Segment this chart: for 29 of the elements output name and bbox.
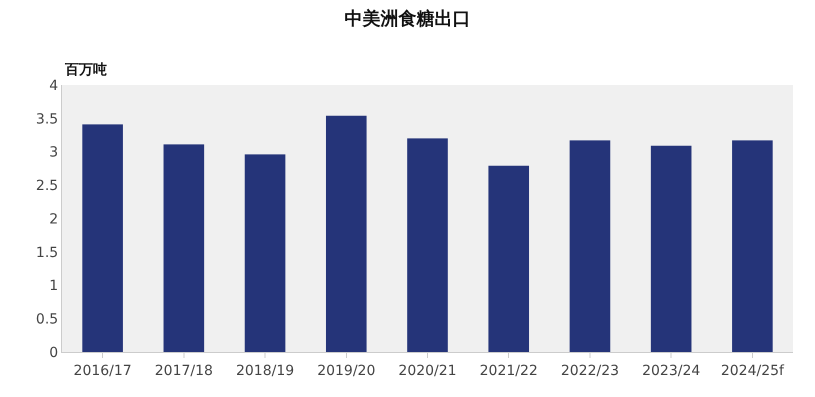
y-tick-label: 2: [49, 211, 58, 228]
x-tick-label: 2022/23: [560, 362, 620, 379]
x-tick-label: 2021/22: [480, 362, 538, 379]
y-tick-label: 0.5: [36, 312, 58, 328]
x-tick-label: 2017/18: [154, 362, 213, 379]
x-tick-label: 2023/24: [642, 362, 700, 379]
y-axis-title: 百万吨: [64, 62, 107, 78]
y-tick-label: 4: [49, 78, 58, 94]
bar: [164, 144, 204, 352]
y-tick-label: 3.5: [36, 111, 58, 128]
x-tick-label: 2016/17: [74, 362, 132, 379]
chart-title: 中美洲食糖出口: [344, 8, 470, 30]
bar: [326, 116, 367, 352]
x-tick-label: 2024/25f: [720, 362, 786, 379]
y-tick-label: 1.5: [36, 244, 58, 261]
bar: [407, 138, 448, 352]
bar: [732, 140, 773, 352]
y-tick-label: 1: [49, 278, 58, 294]
bar: [244, 154, 286, 352]
y-tick-label: 2.5: [36, 178, 58, 194]
x-tick-label: 2020/21: [398, 362, 457, 379]
bar: [82, 124, 123, 352]
bar: [650, 146, 692, 352]
x-tick-label: 2018/19: [236, 362, 294, 379]
bar: [570, 140, 610, 352]
bar: [488, 166, 530, 352]
y-tick-label: 0: [49, 344, 58, 361]
y-tick-label: 3: [49, 144, 58, 161]
x-tick-label: 2019/20: [317, 362, 376, 379]
